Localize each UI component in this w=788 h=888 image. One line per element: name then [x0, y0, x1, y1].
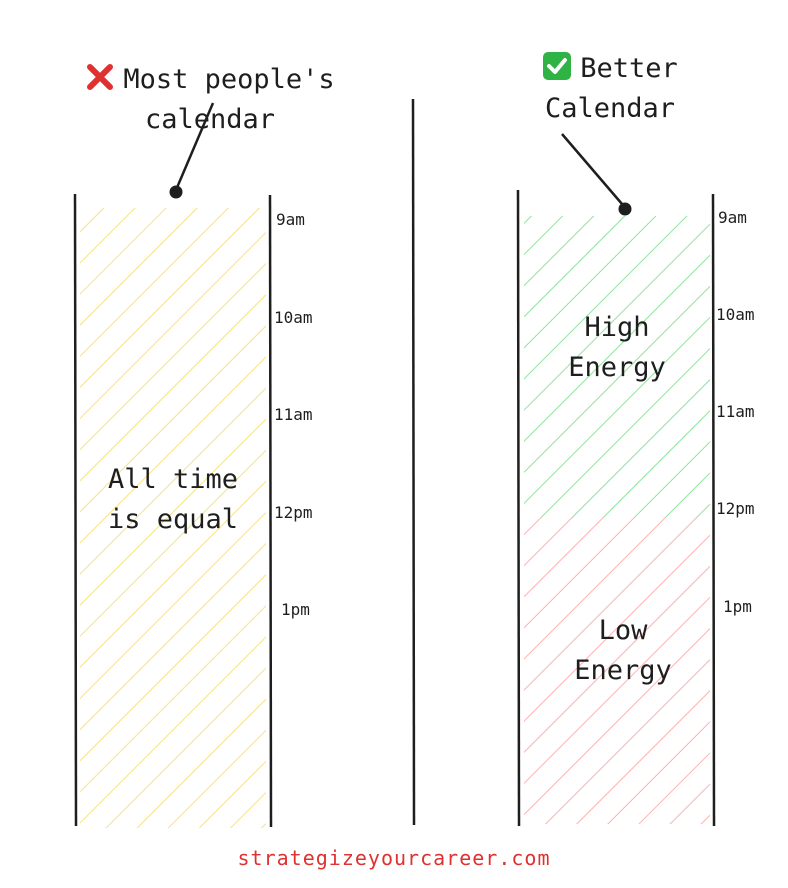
center-divider [411, 98, 416, 826]
right-time-1pm: 1pm [723, 597, 752, 616]
left-caption: Most people's calendar [60, 20, 360, 140]
right-time-11am: 11am [716, 402, 755, 421]
all-time-label: All time is equal [107, 464, 239, 535]
right-calendar-left-edge [516, 189, 521, 827]
right-time-12pm: 12pm [716, 499, 755, 518]
right-pointer-line [561, 133, 623, 205]
left-calendar-left-edge [73, 193, 78, 827]
right-calendar-right-edge [711, 193, 716, 827]
right-time-10am: 10am [716, 305, 755, 324]
left-time-11am: 11am [274, 405, 313, 424]
left-calendar-right-edge [268, 194, 273, 828]
left-time-1pm: 1pm [281, 600, 310, 619]
high-energy-label: High Energy [568, 312, 666, 383]
left-time-10am: 10am [274, 308, 313, 327]
cross-mark-icon [87, 64, 114, 90]
low-energy-block [524, 518, 710, 824]
right-caption-text: Better Calendar [544, 53, 678, 124]
left-time-12pm: 12pm [274, 503, 313, 522]
check-mark-icon [543, 52, 572, 80]
footer-website: strategizeyourcareer.com [237, 846, 551, 870]
left-time-9am: 9am [276, 210, 305, 229]
high-energy-block [524, 216, 710, 518]
all-time-block [80, 208, 266, 828]
right-caption: Better Calendar [520, 9, 700, 129]
right-time-9am: 9am [718, 208, 747, 227]
left-caption-text: Most people's calendar [123, 64, 335, 135]
left-pointer-line [174, 102, 215, 191]
right-pointer-dot [618, 202, 632, 216]
low-energy-label: Low Energy [574, 615, 672, 686]
left-pointer-dot [169, 185, 183, 199]
